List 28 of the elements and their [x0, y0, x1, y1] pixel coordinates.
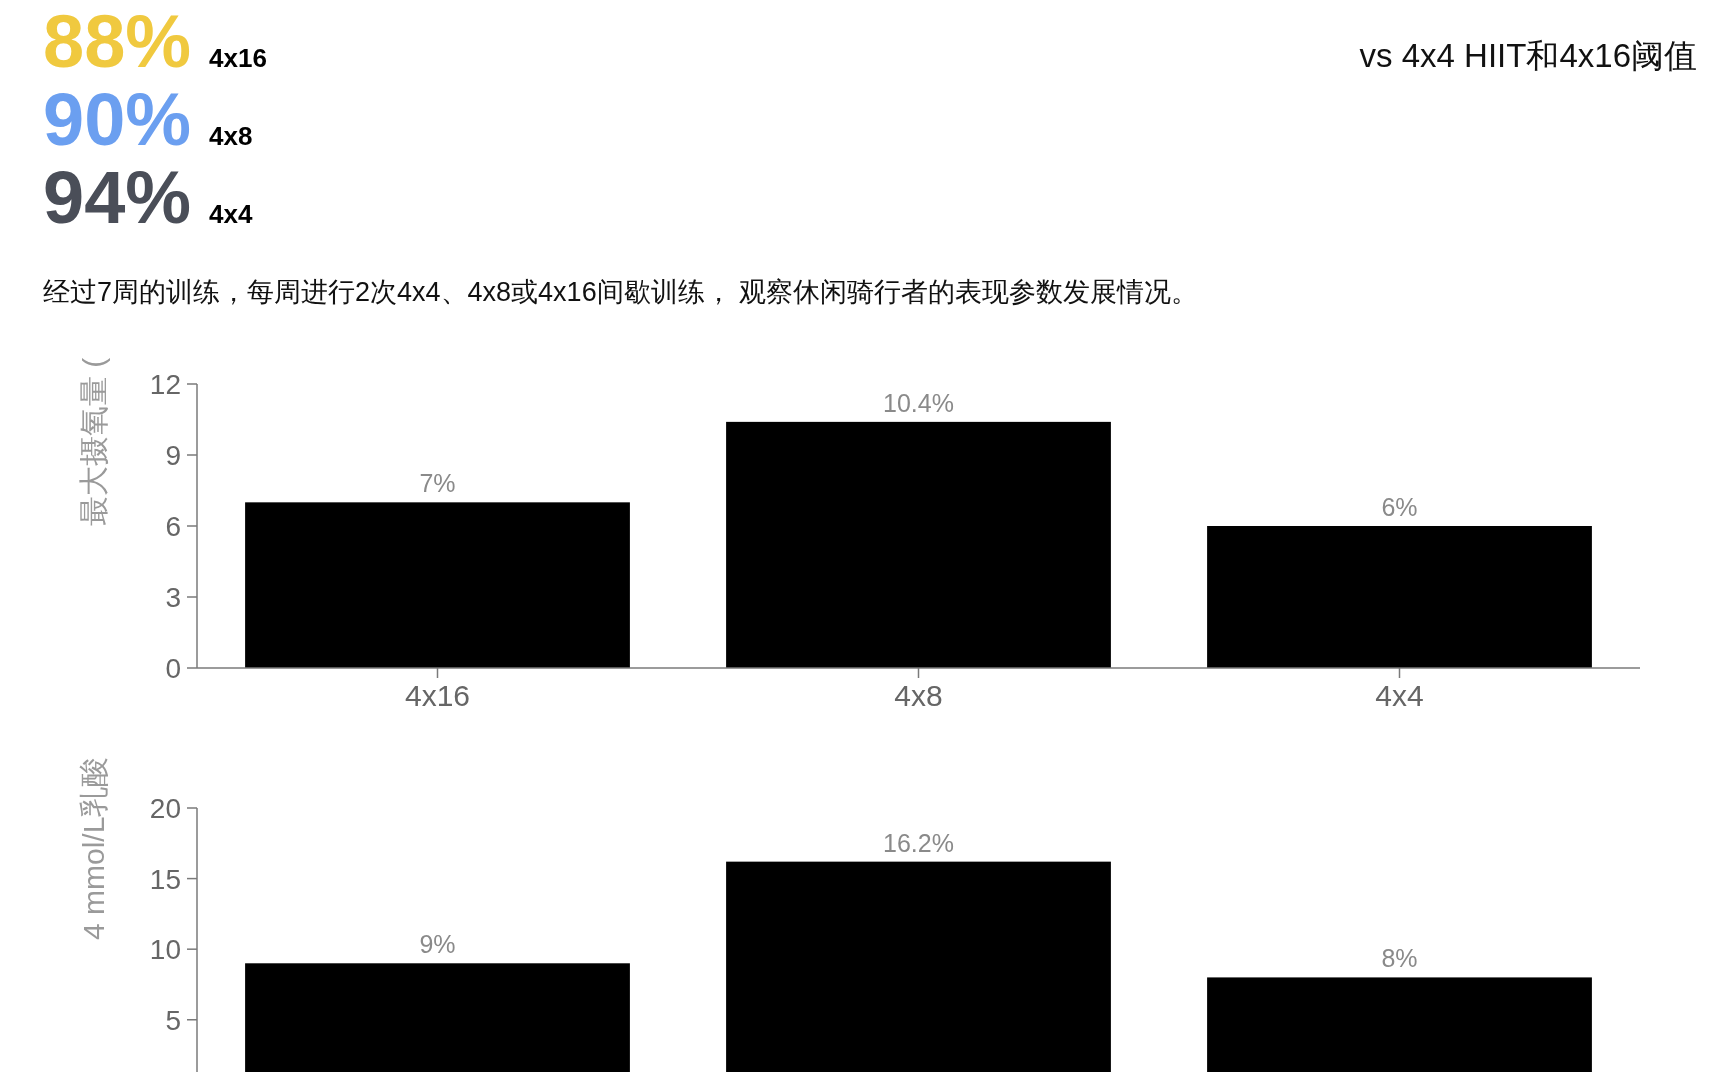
text: vs 4x4 HIIT和4x16阈值 — [1359, 37, 1697, 74]
x-tick-label: 4x8 — [894, 679, 943, 712]
data-label: 10.4% — [883, 388, 954, 417]
text: 经过7周的训练，每周进行2次4x4、4x8或4x16间歇训练， 观察休闲骑行者的表现参数发展情况。 — [43, 277, 1199, 307]
y-tick-label: 20 — [149, 793, 181, 824]
bar — [245, 502, 630, 668]
bar — [726, 421, 1111, 668]
y-tick-label: 5 — [165, 1004, 181, 1036]
category-label: 4x8 — [209, 121, 253, 151]
bar — [1207, 526, 1592, 668]
category-label: 4x16 — [209, 43, 267, 73]
data-label: 8% — [1381, 944, 1418, 973]
y-tick-label: 12 — [149, 369, 181, 400]
y-tick-label: 0 — [165, 653, 181, 684]
x-tick-label: 4x4 — [1375, 679, 1424, 712]
y-tick-label: 6 — [165, 511, 181, 542]
x-tick-label: 4x16 — [404, 679, 471, 712]
data-label: 7% — [419, 469, 456, 498]
y-axis-title: 4 mmol/L乳酸 — [77, 756, 110, 940]
y-tick-label: 15 — [149, 863, 181, 895]
y-tick-label: 9 — [165, 440, 181, 471]
data-label: 9% — [419, 930, 456, 959]
y-tick-label: 3 — [165, 582, 181, 613]
category-label: 4x4 — [209, 199, 254, 229]
data-label: 16.2% — [883, 828, 954, 857]
data-label: 6% — [1381, 493, 1418, 521]
y-axis-title: 最大摄氧量 ( — [77, 357, 110, 526]
y-tick-label: 10 — [149, 934, 181, 966]
